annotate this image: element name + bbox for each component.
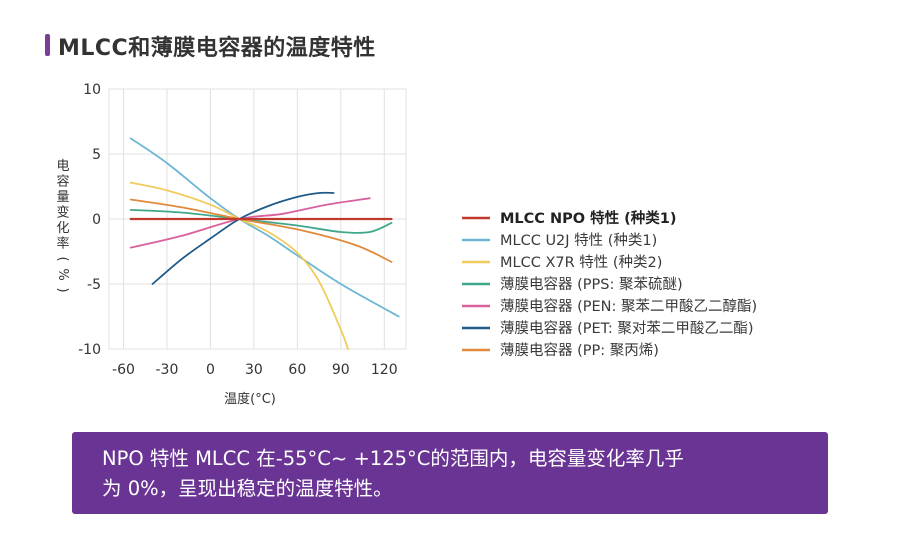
x-tick-label: 0	[206, 362, 215, 378]
x-tick-label: 30	[245, 362, 263, 378]
legend-label: 薄膜电容器 (PP: 聚丙烯)	[500, 342, 659, 359]
x-axis-label: 温度(°C)	[224, 391, 276, 407]
y-tick-label: 10	[83, 82, 101, 98]
legend-label: 薄膜电容器 (PET: 聚对苯二甲酸乙二酯)	[500, 320, 754, 337]
series-line	[129, 137, 400, 318]
series-line	[151, 191, 335, 285]
x-tick-label: -30	[156, 362, 179, 378]
banner-line-1: NPO 特性 MLCC 在-55°C~ +125°C的范围内，电容量变化率几乎	[102, 447, 684, 470]
series-line	[129, 181, 349, 350]
y-tick-label: 0	[92, 212, 101, 228]
y-label-char: )	[55, 287, 70, 292]
y-label-char: 容	[56, 174, 69, 190]
legend-label: MLCC X7R 特性 (种类2)	[500, 254, 662, 271]
y-label-char: 率	[56, 236, 69, 252]
x-tick-label: 120	[371, 362, 398, 378]
legend-label: MLCC U2J 特性 (种类1)	[500, 232, 657, 249]
y-label-char: 变	[56, 205, 69, 221]
x-tick-label: 60	[288, 362, 306, 378]
y-label-char: 电	[56, 159, 69, 174]
banner-line-2: 为 0%，呈现出稳定的温度特性。	[102, 477, 393, 500]
y-label-char: %	[55, 268, 70, 280]
legend-label: 薄膜电容器 (PEN: 聚苯二甲酸乙二醇酯)	[500, 298, 757, 315]
x-tick-label: -60	[112, 362, 135, 378]
page-title: MLCC和薄膜电容器的温度特性	[58, 36, 376, 61]
legend-label: 薄膜电容器 (PPS: 聚苯硫醚)	[500, 276, 683, 293]
y-label-char: (	[55, 256, 70, 261]
temperature-characteristics-chart: -60 -30 0 30 60 90 120 10 5 0 -5 -10 MLCC NPO 特性 (种…	[55, 82, 757, 407]
y-tick-label: -10	[78, 342, 101, 358]
title-accent-bar	[45, 34, 50, 56]
legend-label: MLCC NPO 特性 (种类1)	[500, 209, 677, 227]
y-tick-label: 5	[92, 147, 101, 163]
y-axis-label: 电容量变化率 (%)	[55, 159, 70, 293]
y-label-char: 化	[56, 221, 69, 236]
x-tick-label: 90	[332, 362, 350, 378]
series-line	[129, 198, 393, 263]
series-line	[129, 197, 371, 249]
series-line	[129, 209, 393, 234]
y-tick-label: -5	[87, 277, 101, 293]
y-label-char: 量	[56, 190, 69, 205]
info-banner: NPO 特性 MLCC 在-55°C~ +125°C的范围内，电容量变化率几乎 …	[72, 432, 828, 514]
